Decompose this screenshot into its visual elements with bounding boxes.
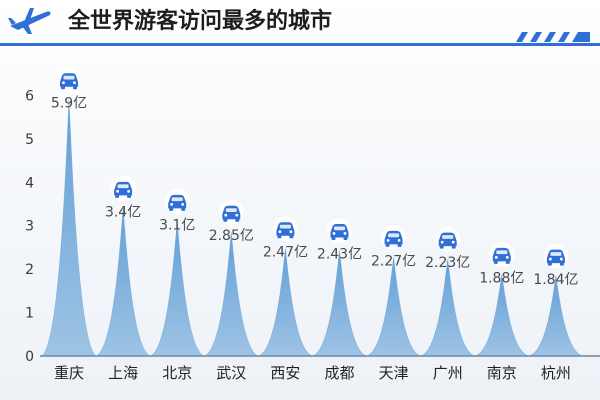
car-icon (164, 188, 190, 214)
y-tick-label: 5 (25, 132, 34, 148)
peak-重庆 (41, 99, 97, 357)
x-tick-label: 上海 (108, 364, 138, 382)
car-icon (543, 243, 569, 269)
page-title: 全世界游客访问最多的城市 (68, 9, 333, 34)
peak-上海 (95, 208, 151, 357)
peak-成都 (312, 250, 367, 357)
decorative-stripes (516, 32, 590, 42)
car-icon (489, 241, 515, 267)
x-tick-label: 广州 (433, 364, 463, 382)
car-icon (56, 67, 82, 93)
data-label: 3.4亿 (105, 204, 141, 220)
peak-武汉 (204, 232, 259, 357)
car-icon (435, 226, 461, 252)
markers-layer: 5.9亿 3.4亿 3.1亿 2.85亿 2.47亿 2.43亿 2.27亿 2.23亿 1.8… (51, 67, 578, 288)
x-tick-label: 杭州 (541, 364, 571, 382)
data-label: 1.84亿 (533, 272, 578, 288)
y-tick-label: 0 (25, 349, 34, 365)
data-label: 3.1亿 (159, 217, 195, 233)
header-underline (0, 43, 600, 46)
data-label: 1.88亿 (479, 270, 524, 286)
x-tick-label: 成都 (324, 364, 354, 382)
peak-南京 (474, 274, 529, 357)
peak-杭州 (528, 276, 583, 357)
y-tick-label: 2 (25, 262, 34, 278)
x-tick-label: 天津 (379, 364, 409, 382)
x-tick-label: 重庆 (54, 364, 84, 382)
car-icon (381, 224, 407, 250)
x-tick-label: 西安 (270, 364, 300, 382)
data-label: 2.43亿 (317, 246, 362, 262)
y-tick-label: 4 (25, 175, 34, 191)
data-label: 2.23亿 (425, 255, 470, 271)
y-tick-label: 3 (25, 219, 34, 235)
car-icon (272, 216, 298, 242)
peak-西安 (258, 248, 313, 357)
x-axis-labels: 重庆 上海 北京 武汉 西安 成都 天津 广州 南京 杭州 (54, 364, 571, 382)
car-icon (327, 217, 352, 243)
peak-天津 (366, 257, 421, 357)
x-tick-label: 武汉 (216, 364, 246, 382)
y-tick-label: 6 (25, 88, 34, 104)
car-icon (218, 199, 244, 225)
data-label: 2.47亿 (263, 245, 308, 261)
peak-北京 (150, 221, 205, 357)
x-tick-label: 南京 (487, 364, 517, 382)
y-tick-label: 1 (25, 306, 34, 322)
peak-广州 (420, 259, 475, 357)
data-label: 2.27亿 (371, 253, 416, 269)
x-tick-label: 北京 (162, 364, 192, 382)
data-label: 2.85亿 (209, 228, 254, 244)
y-axis: 0 1 2 3 4 5 6 (25, 88, 34, 365)
airplane-icon (8, 8, 51, 34)
peaks-layer (41, 99, 583, 357)
header: 全世界游客访问最多的城市 (0, 0, 600, 48)
data-label: 5.9亿 (51, 96, 87, 112)
car-icon (110, 175, 136, 201)
